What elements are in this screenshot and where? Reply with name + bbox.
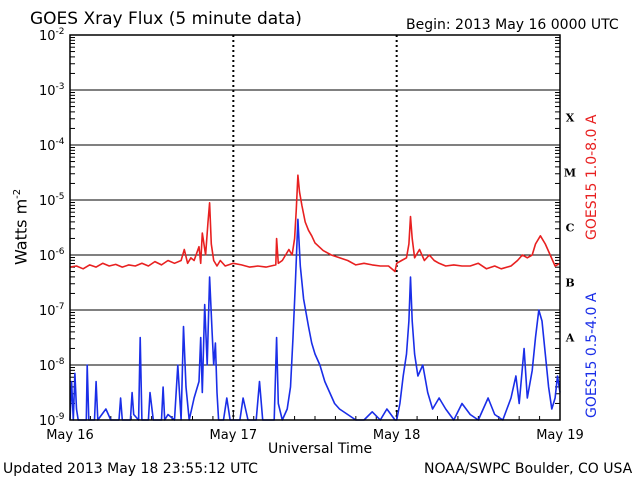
y-tick-label: 10-7 — [39, 302, 65, 319]
series-lines — [69, 174, 561, 421]
flare-class-labels: A B C M X — [564, 112, 576, 345]
y-tick-label: 10-9 — [39, 412, 65, 429]
x-tick-label: May 19 — [536, 428, 584, 443]
updated-time: Updated 2013 May 18 23:55:12 UTC — [3, 461, 258, 477]
x-tick-label: May 17 — [210, 428, 258, 443]
y-tick-label: 10-4 — [39, 137, 65, 154]
legend-long-channel: GOES15 1.0-8.0 A — [584, 114, 600, 240]
begin-time: Begin: 2013 May 16 0000 UTC — [406, 17, 619, 33]
flare-class-A: A — [565, 332, 575, 345]
x-axis-label: Universal Time — [268, 441, 373, 457]
x-tick-label: May 16 — [46, 428, 94, 443]
plot-frame — [69, 34, 561, 421]
y-tick-label: 10-6 — [39, 247, 65, 264]
credit: NOAA/SWPC Boulder, CO USA — [424, 461, 633, 477]
y-tick-labels: 10-9 10-8 10-7 10-6 10-5 10-4 10-3 10-2 — [39, 27, 65, 429]
flare-class-B: B — [565, 277, 574, 290]
x-tick-labels: May 16 May 17 May 18 May 19 — [46, 428, 584, 443]
series-line-short-channel — [69, 218, 561, 421]
y-tick-label: 10-8 — [39, 357, 65, 374]
flare-class-M: M — [564, 167, 576, 180]
flare-class-X: X — [566, 112, 575, 125]
day-separators — [69, 35, 561, 420]
chart-title: GOES Xray Flux (5 minute data) — [30, 9, 302, 29]
y-tick-label: 10-2 — [39, 27, 65, 44]
legend-short-channel: GOES15 0.5-4.0 A — [584, 292, 600, 418]
x-tick-label: May 18 — [373, 428, 421, 443]
grid — [70, 34, 560, 421]
y-axis-label: Watts m-2 — [11, 188, 31, 265]
flare-class-C: C — [566, 222, 575, 235]
series-line-long-channel — [69, 174, 561, 273]
y-tick-label: 10-3 — [39, 82, 65, 99]
y-tick-label: 10-5 — [39, 192, 65, 209]
